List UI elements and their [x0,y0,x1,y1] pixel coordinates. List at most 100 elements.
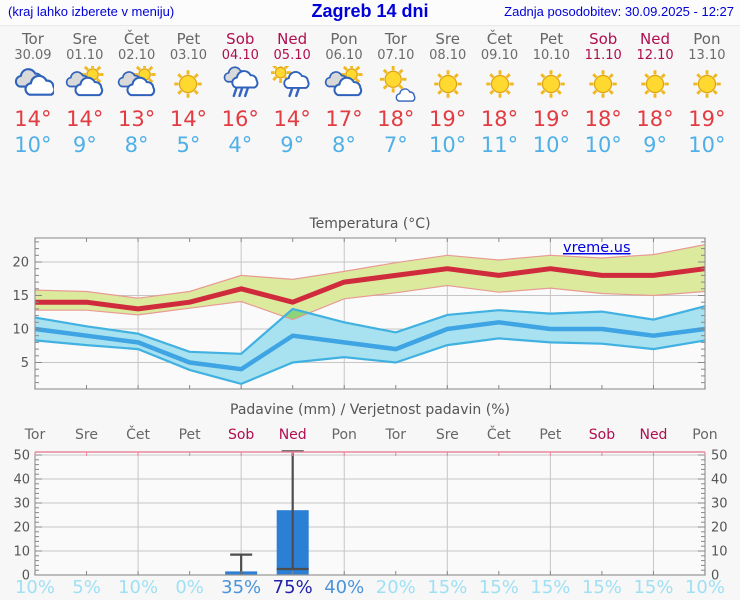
day-name: Čet [486,30,513,48]
precip-probability: 10% [15,577,55,598]
precip-probability: 15% [427,577,467,598]
temp-axis-label: 20 [12,256,29,271]
day-name: Pet [176,30,201,48]
high-temp: 14° [14,107,52,131]
high-temp: 13° [117,107,156,131]
day-date: 05.10 [273,48,311,63]
sun-cloud-icon [117,63,156,97]
weather-icon-slot [370,66,422,104]
low-temp: 8° [124,133,149,157]
precipitation-chart: 0 0 10 10 20 20 30 30 40 40 50 50 Tor Sre Čet Pet Sob Ned… [13,425,728,598]
low-temp: 4° [228,133,253,157]
weather-icon-slot [681,66,733,104]
high-temp: 14° [169,107,208,131]
day-name: Pet [539,30,564,48]
low-temp: 10° [429,133,467,157]
precip-day-label: Tor [24,427,46,443]
high-temp: 19° [688,107,726,131]
day-name: Sre [435,30,460,48]
day-name: Tor [21,30,44,48]
forecast-day-column: Sre 08.10 19° 10° [422,31,474,158]
high-temp: 19° [532,107,570,131]
sunny-icon [485,70,514,98]
precip-day-label: Sre [436,427,459,443]
day-name: Pon [330,30,358,48]
forecast-day-column: Ned 12.10 18° 9° [629,31,681,158]
high-temp: 18° [377,107,415,131]
low-temp: 9° [280,133,305,157]
weather-icon-slot [318,63,370,104]
precipitation-chart-title: Padavine (mm) / Verjetnost padavin (%) [230,402,510,418]
low-temp: 10° [688,133,726,157]
precip-day-label: Tor [385,427,407,443]
weather-icon-slot [474,66,526,104]
temperature-chart-title: Temperatura (°C) [309,216,431,232]
precip-probability: 10% [118,577,158,598]
weather-icon-slot [214,66,266,104]
low-temp: 8° [332,133,356,157]
day-date: 08.10 [429,48,467,63]
day-date: 11.10 [584,48,622,63]
high-temp: 18° [584,107,622,131]
low-temp: 10° [14,133,52,157]
location-menu-hint[interactable]: (kraj lahko izberete v meniju) [8,4,175,19]
precip-probability: 15% [582,577,622,598]
sun-cloud-icon [324,63,363,97]
high-temp: 14° [273,107,311,131]
precip-probability: 75% [273,577,313,598]
precip-day-label: Ned [639,427,667,443]
day-date: 07.10 [377,48,415,63]
precip-day-label: Čet [126,425,150,443]
precip-axis-label-left: 30 [13,497,30,512]
day-name: Tor [384,30,407,48]
precip-probability: 5% [72,577,101,598]
forecast-day-column: Pon 06.10 17° 8° [318,31,370,158]
sunny-icon [589,70,617,98]
sunny-icon [537,70,566,98]
day-name: Ned [277,30,308,48]
precip-day-label: Sob [228,427,254,443]
sunny-icon [174,70,203,98]
precip-day-label: Pon [332,427,357,443]
forecast-day-column: Sre 01.10 14° 9° [59,31,111,158]
high-temp: 19° [429,107,467,131]
low-temp: 9° [643,133,667,157]
weather-icon-slot [111,63,163,104]
high-temp: 18° [636,107,674,131]
weather-icon-slot [629,66,681,104]
precip-probability: 0% [175,577,204,598]
precip-axis-label-right: 20 [711,521,728,536]
low-temp: 11° [480,133,519,157]
precip-axis-label-left: 40 [13,473,30,488]
low-temp: 10° [584,133,622,157]
low-temp: 7° [383,133,408,157]
precip-probability: 20% [376,577,416,598]
precip-day-label: Ned [279,427,307,443]
precip-day-label: Čet [487,425,511,443]
vreme-us-link[interactable]: vreme.us [563,240,631,256]
day-date: 04.10 [221,48,259,63]
day-date: 01.10 [66,48,104,63]
weather-icon-slot [525,66,577,104]
sunny-icon [693,70,721,98]
forecast-day-column: Čet 09.10 18° 11° [474,31,526,158]
precip-probability: 40% [324,577,364,598]
low-temp: 9° [72,133,97,157]
high-temp: 14° [66,107,104,131]
sunny-icon [641,70,669,98]
temperature-chart: 5 10 15 20 vreme.us [12,237,706,390]
weather-icon-slot [163,66,215,104]
forecast-day-column: Pon 13.10 19° 10° [681,31,733,158]
forecast-day-column: Pet 03.10 14° 5° [163,31,215,158]
day-date: 12.10 [636,48,674,63]
precip-probability: 35% [221,577,261,598]
precip-axis-label-right: 50 [711,449,728,464]
day-date: 02.10 [118,48,156,63]
precip-axis-label-right: 10 [711,545,728,560]
precip-axis-label-right: 0 [711,569,719,584]
temp-axis-label: 5 [21,356,29,371]
precip-axis-label-left: 20 [13,521,30,536]
forecast-day-column: Tor 30.09 14° 10° [7,31,59,158]
last-update-text: Zadnja posodobitev: 30.09.2025 - 12:27 [504,4,734,19]
forecast-strip: Tor 30.09 14° 10° Sre 01.10 14° 9° Čet 0… [7,31,733,158]
